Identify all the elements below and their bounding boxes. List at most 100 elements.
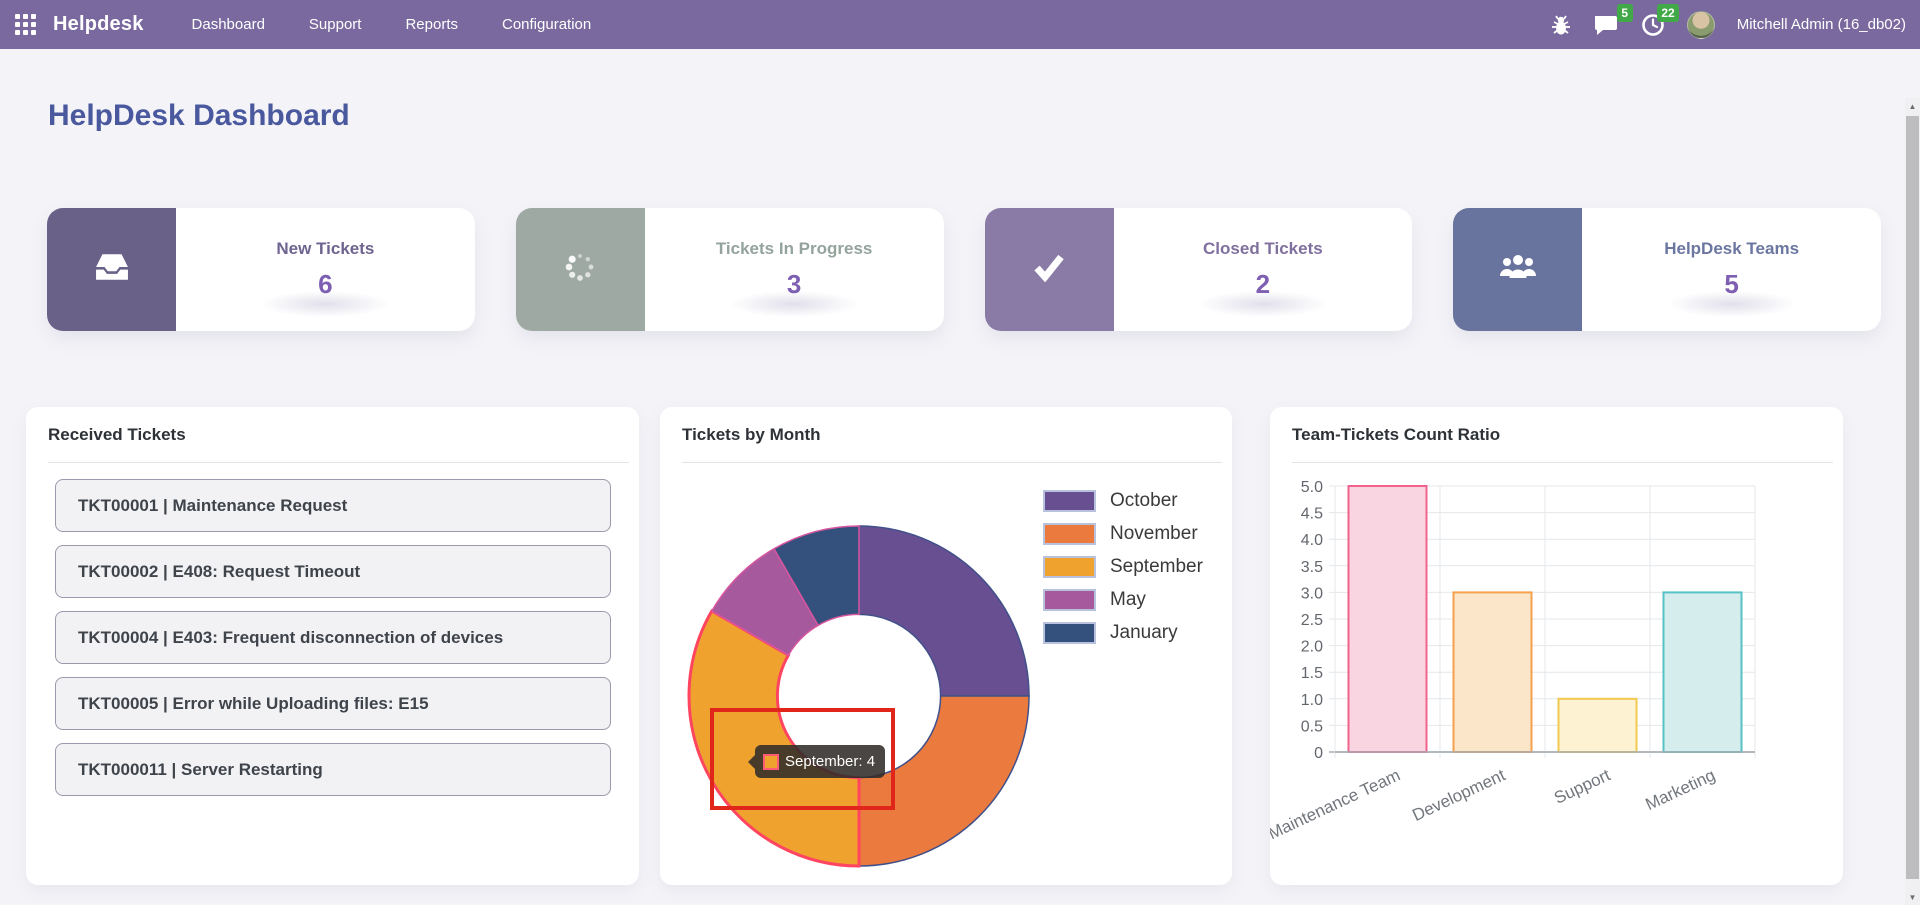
bar-development[interactable]	[1452, 591, 1533, 754]
tooltip-swatch	[763, 753, 779, 770]
scroll-up-arrow[interactable]: ▲	[1908, 101, 1917, 111]
x-tick-label: Maintenance Team	[1270, 765, 1403, 843]
kpi-card-tickets-in-progress[interactable]: Tickets In Progress 3	[515, 208, 944, 331]
tickets-by-month-panel: Tickets by Month October November Septembe…	[660, 407, 1232, 885]
kpi-value-glow	[729, 291, 860, 317]
app-brand[interactable]: Helpdesk	[53, 13, 144, 35]
kpi-label: Closed Tickets	[1203, 239, 1323, 258]
bar-support[interactable]	[1557, 697, 1638, 754]
activities-badge: 22	[1657, 3, 1679, 22]
y-tick-label: 4.5	[1301, 506, 1323, 523]
legend-item-september[interactable]: September	[1043, 556, 1203, 578]
legend-swatch	[1043, 622, 1096, 644]
bug-glyph	[1551, 15, 1570, 34]
kpi-value: 6	[318, 269, 333, 299]
ticket-list: TKT00001 | Maintenance Request TKT00002 |…	[55, 479, 611, 796]
x-tick-label: Support	[1551, 765, 1613, 808]
check-icon	[1032, 252, 1066, 287]
apps-grid-glyph	[15, 13, 36, 35]
tooltip-text: September: 4	[785, 753, 876, 770]
y-tick-label: 2.0	[1301, 639, 1323, 656]
received-tickets-panel: Received Tickets TKT00001 | Maintenance …	[26, 407, 639, 885]
kpi-row: New Tickets 6 Tickets In Progress 3 Closed T…	[47, 208, 1881, 331]
navbar-right: 5 22 Mitchell Admin (16_db02)	[1551, 3, 1906, 39]
menu-item-dashboard[interactable]: Dashboard	[191, 16, 265, 33]
kpi-card-new-tickets[interactable]: New Tickets 6	[47, 208, 475, 331]
activities-clock-icon[interactable]: 22	[1641, 3, 1679, 37]
kpi-icon-block	[1453, 208, 1583, 331]
top-navbar: Helpdesk Dashboard Support Reports Configur…	[0, 0, 1920, 49]
legend-item-october[interactable]: October	[1043, 490, 1203, 512]
clock-glyph	[1641, 13, 1664, 36]
kpi-value: 2	[1255, 269, 1271, 299]
kpi-label: New Tickets	[276, 239, 375, 258]
kpi-value-glow	[260, 291, 391, 317]
kpi-body: Tickets In Progress 3	[645, 208, 944, 331]
tickets-by-month-title: Tickets by Month	[682, 425, 821, 444]
ticket-item[interactable]: TKT00004 | E403: Frequent disconnection …	[55, 611, 611, 664]
kpi-body: HelpDesk Teams 5	[1582, 208, 1881, 331]
ticket-item[interactable]: TKT000011 | Server Restarting	[55, 743, 611, 796]
chat-bubble-glyph	[1594, 15, 1617, 35]
messages-icon[interactable]: 5	[1593, 3, 1633, 37]
ticket-item[interactable]: TKT00001 | Maintenance Request	[55, 479, 611, 532]
y-tick-label: 1.0	[1301, 692, 1323, 709]
menu-item-support[interactable]: Support	[308, 16, 362, 33]
scrollbar-thumb[interactable]	[1906, 116, 1919, 879]
legend-label: May	[1110, 589, 1146, 610]
y-tick-label: 2.5	[1301, 612, 1323, 629]
user-name[interactable]: Mitchell Admin (16_db02)	[1736, 16, 1906, 33]
ticket-item[interactable]: TKT00002 | E408: Request Timeout	[55, 545, 611, 598]
donut-legend: October November September May January	[1043, 490, 1203, 644]
main-menu: Dashboard Support Reports Configuration	[190, 10, 594, 39]
apps-grid-icon[interactable]	[14, 13, 38, 37]
bar-marketing[interactable]	[1662, 591, 1743, 754]
bar-maintenance-team[interactable]	[1347, 485, 1428, 753]
team-tickets-title: Team-Tickets Count Ratio	[1292, 425, 1501, 444]
panel-divider	[48, 462, 629, 463]
y-tick-label: 0	[1314, 745, 1323, 762]
legend-label: November	[1110, 523, 1198, 544]
dashboard-content: HelpDesk Dashboard New Tickets 6 Tickets I…	[0, 49, 1920, 905]
panel-divider	[682, 462, 1222, 463]
kpi-value-glow	[1197, 291, 1328, 317]
kpi-value: 3	[786, 269, 802, 299]
legend-label: September	[1110, 556, 1203, 577]
x-tick-label: Marketing	[1643, 765, 1719, 814]
legend-label: January	[1110, 622, 1178, 643]
donut-slice-october[interactable]	[858, 525, 1030, 697]
y-tick-label: 1.5	[1301, 665, 1323, 682]
received-tickets-title: Received Tickets	[48, 425, 186, 444]
kpi-card-helpdesk-teams[interactable]: HelpDesk Teams 5	[1453, 208, 1881, 331]
legend-item-november[interactable]: November	[1043, 523, 1203, 545]
debug-bug-icon[interactable]	[1551, 14, 1571, 36]
y-tick-label: 5.0	[1301, 479, 1323, 496]
legend-label: October	[1110, 490, 1178, 511]
y-tick-label: 0.5	[1301, 718, 1323, 735]
legend-swatch	[1043, 589, 1096, 611]
y-tick-label: 3.0	[1301, 585, 1323, 602]
tickets-by-month-donut-chart	[687, 525, 1030, 868]
kpi-card-closed-tickets[interactable]: Closed Tickets 2	[984, 208, 1413, 331]
kpi-label: HelpDesk Teams	[1664, 239, 1800, 258]
kpi-icon-block	[515, 208, 645, 331]
donut-slice-november[interactable]	[858, 695, 1030, 867]
inbox-icon	[95, 252, 129, 287]
team-tickets-panel: Team-Tickets Count Ratio 0 0.5 1.0 1.5 2.0 2.…	[1270, 407, 1843, 885]
donut-slice-january[interactable]	[772, 525, 860, 627]
menu-item-configuration[interactable]: Configuration	[502, 16, 592, 33]
chart-tooltip: September: 4	[755, 745, 886, 778]
user-avatar[interactable]	[1686, 10, 1715, 39]
kpi-icon-block	[984, 208, 1114, 331]
legend-item-may[interactable]: May	[1043, 589, 1203, 611]
messages-badge: 5	[1616, 3, 1633, 22]
menu-item-reports[interactable]: Reports	[405, 16, 458, 33]
legend-swatch	[1043, 556, 1096, 578]
legend-item-january[interactable]: January	[1043, 622, 1203, 644]
vertical-scrollbar[interactable]: ▲ ▼	[1905, 98, 1920, 905]
x-tick-label: Development	[1409, 765, 1508, 825]
panel-divider	[1292, 462, 1833, 463]
users-icon	[1499, 252, 1537, 287]
ticket-item[interactable]: TKT00005 | Error while Uploading files: …	[55, 677, 611, 730]
scroll-down-arrow[interactable]: ▼	[1908, 892, 1917, 902]
